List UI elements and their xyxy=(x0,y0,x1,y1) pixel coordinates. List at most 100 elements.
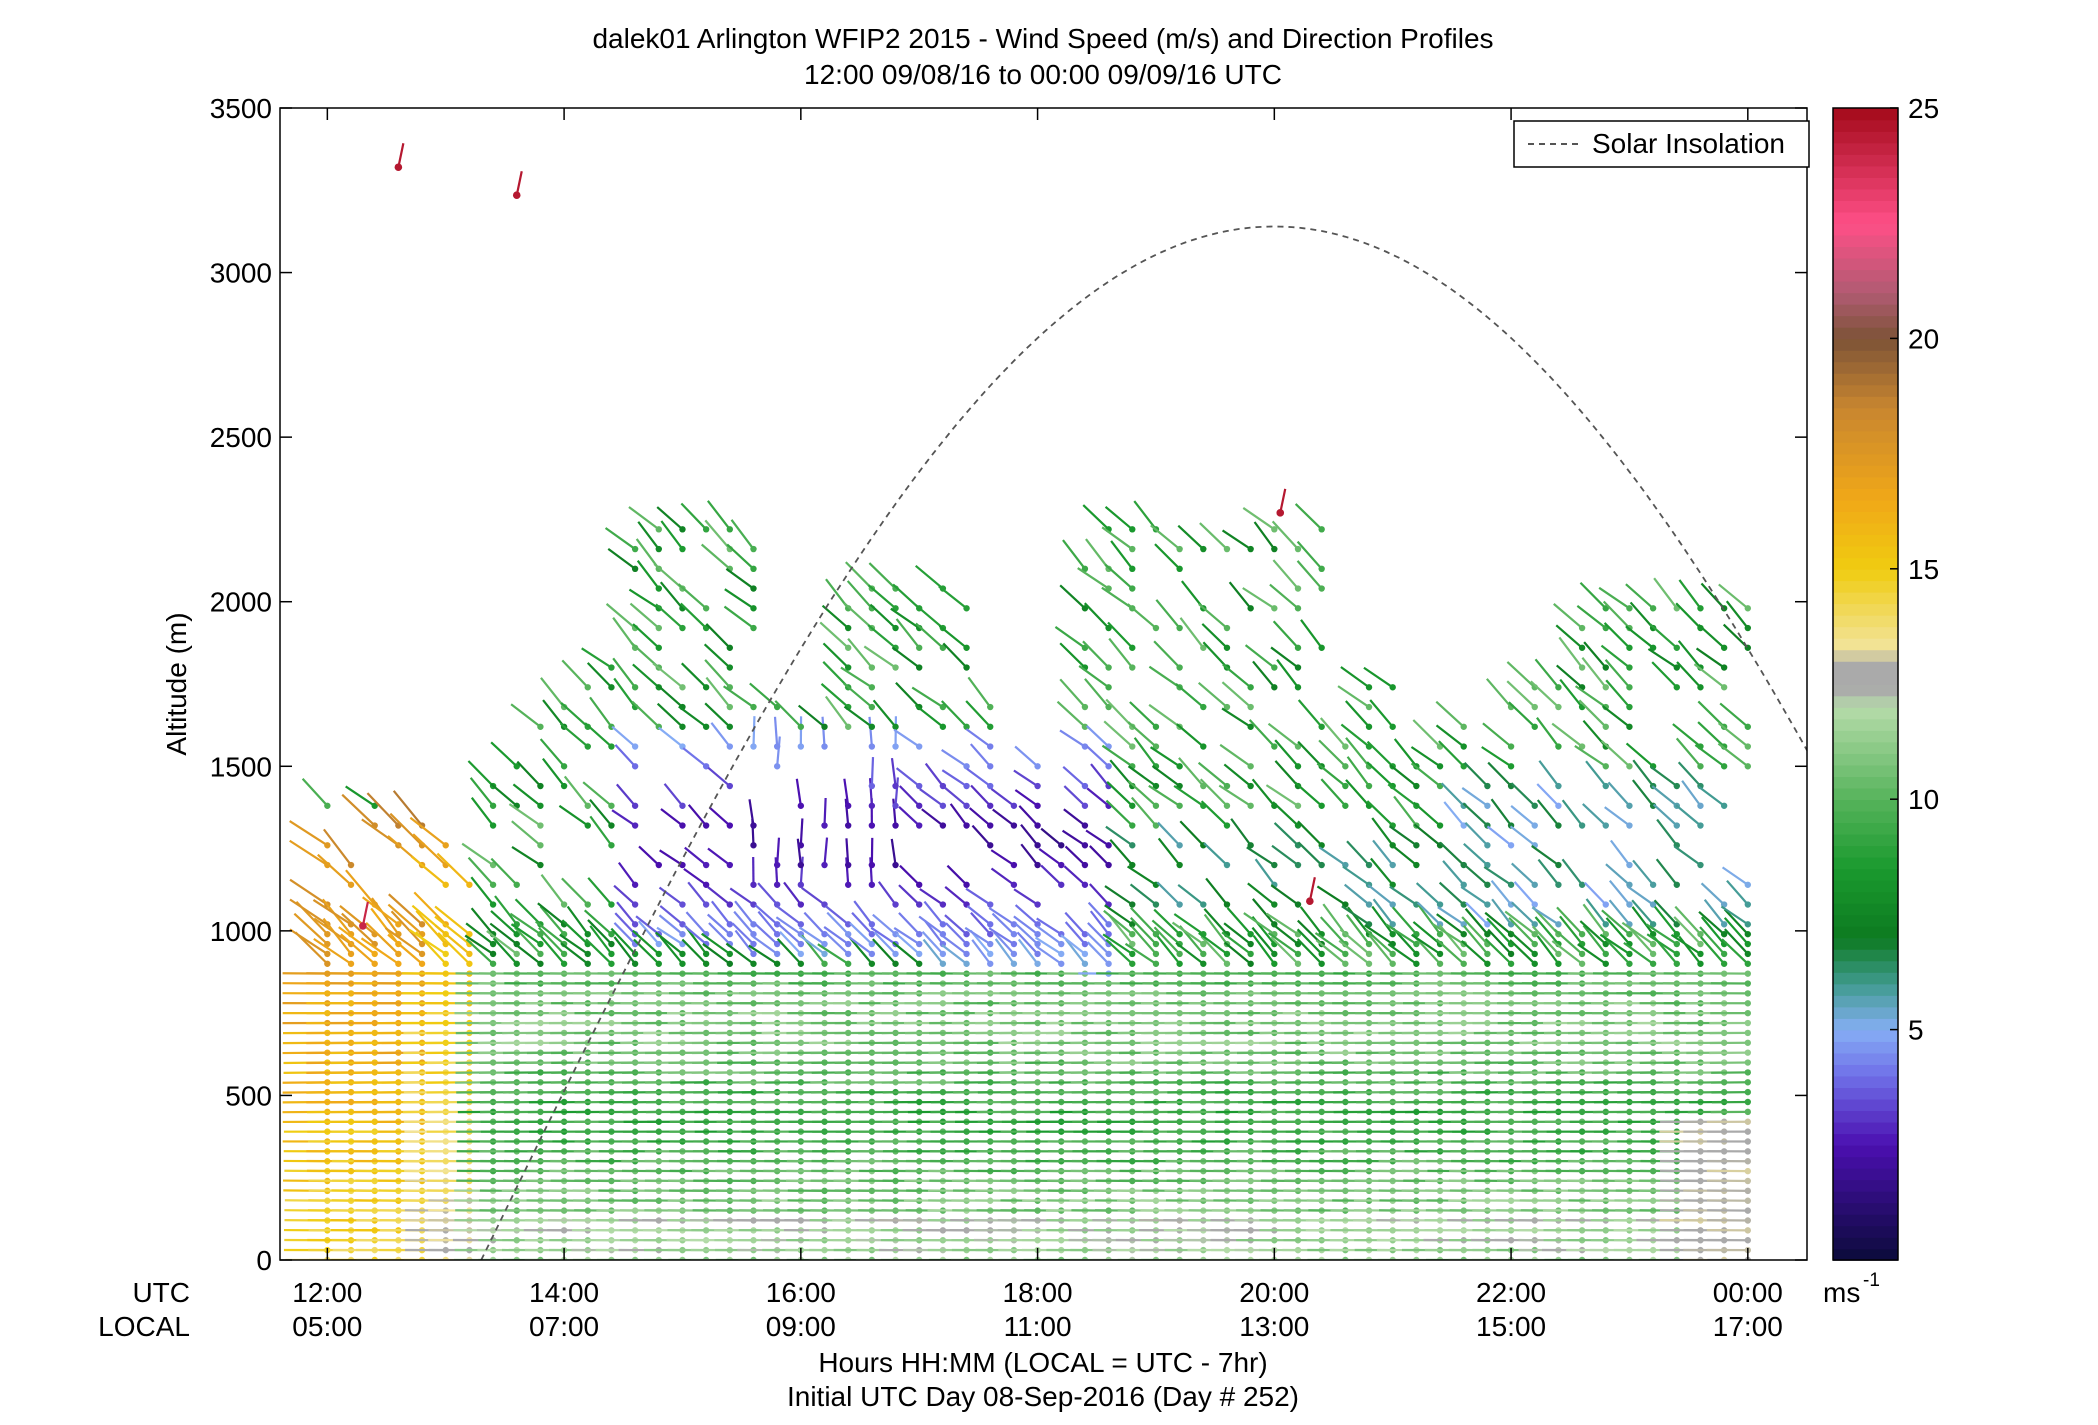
wind-barb xyxy=(799,856,804,885)
wind-barb xyxy=(1601,909,1631,935)
wind-barb-dot xyxy=(1555,960,1562,967)
wind-barb-dot xyxy=(655,545,662,553)
wind-barb xyxy=(410,855,447,886)
wind-barb xyxy=(539,905,565,935)
wind-barb-dot xyxy=(489,960,497,967)
wind-barb xyxy=(659,936,684,965)
wind-barb-dot xyxy=(916,901,923,908)
wind-barb-dot xyxy=(1247,842,1254,849)
wind-barb xyxy=(1218,784,1252,807)
wind-barb-dot xyxy=(1413,960,1420,967)
wind-barb xyxy=(360,937,399,965)
wind-barb xyxy=(1203,842,1228,866)
wind-barb xyxy=(1127,603,1157,629)
wind-barb xyxy=(1582,903,1607,935)
wind-barb-dot xyxy=(560,782,568,790)
wind-barb-dot xyxy=(750,960,757,967)
wind-barb-dot xyxy=(1507,763,1515,770)
wind-barb-dot xyxy=(1626,802,1633,809)
wind-barb-dot xyxy=(489,822,497,829)
wind-barb xyxy=(1555,624,1583,649)
wind-barb xyxy=(944,786,968,807)
wind-barb-dot xyxy=(1342,743,1349,750)
wind-barb-dot xyxy=(1034,861,1041,869)
wind-barb xyxy=(1656,818,1678,846)
wind-barb-dot xyxy=(1223,802,1231,809)
wind-barb xyxy=(1481,746,1512,768)
wind-barb-dot xyxy=(1129,565,1136,572)
wind-barb-dot xyxy=(1200,950,1207,958)
wind-barb-dot xyxy=(939,901,947,908)
wind-barb xyxy=(710,900,731,925)
wind-barb xyxy=(345,869,376,906)
wind-barb xyxy=(1222,663,1252,689)
wind-barb xyxy=(1228,581,1252,609)
wind-barb-dot xyxy=(844,861,852,869)
wind-barb xyxy=(964,926,991,945)
wind-barb xyxy=(1509,939,1536,965)
wind-barb xyxy=(968,807,991,827)
wind-barb xyxy=(898,805,920,827)
wind-barb-dot xyxy=(1247,950,1254,958)
wind-barb-dot xyxy=(608,664,615,671)
wind-barb-dot xyxy=(1105,842,1112,849)
wind-barb-dot xyxy=(1200,703,1207,711)
wind-barb-dot xyxy=(584,802,591,809)
wind-barb xyxy=(1127,780,1157,807)
wind-barb xyxy=(971,824,992,847)
wind-barb-dot xyxy=(513,950,520,958)
wind-barb xyxy=(1251,778,1276,807)
wind-barb xyxy=(1460,940,1489,965)
wind-barb xyxy=(1153,926,1181,955)
wind-barb xyxy=(941,748,968,768)
wind-barb xyxy=(1101,744,1133,768)
wind-barb-dot xyxy=(1507,960,1515,967)
wind-barb xyxy=(1443,801,1465,827)
wind-barb xyxy=(365,922,400,955)
wind-barb-dot xyxy=(1365,703,1373,711)
wind-barb-dot xyxy=(1129,585,1136,592)
wind-barb-dot xyxy=(987,763,994,770)
wind-barb-dot xyxy=(1176,664,1183,671)
wind-barb-dot xyxy=(1531,960,1538,967)
wind-barb xyxy=(819,621,849,649)
wind-barb xyxy=(944,914,968,935)
wind-barb xyxy=(775,916,802,936)
wind-barb-dot xyxy=(537,842,544,849)
wind-barb xyxy=(389,812,423,847)
wind-barb-dot xyxy=(1460,960,1467,967)
wind-barb-dot xyxy=(1129,526,1136,533)
wind-barb-dot xyxy=(418,921,426,928)
wind-barb-dot xyxy=(1318,585,1325,592)
wind-barb xyxy=(1064,921,1086,945)
wind-barb xyxy=(1366,740,1394,768)
wind-barb xyxy=(1413,801,1441,827)
wind-barb-dot xyxy=(631,743,639,750)
wind-barb xyxy=(991,912,1015,935)
wind-barb-dot xyxy=(489,802,497,809)
wind-barb xyxy=(1487,761,1512,787)
wind-barb xyxy=(1363,666,1394,689)
wind-barb-dot xyxy=(324,802,331,809)
wind-barb-dot xyxy=(1176,802,1183,809)
wind-barb xyxy=(1603,937,1631,965)
wind-barb-dot xyxy=(1484,950,1491,958)
wind-barb xyxy=(1130,925,1157,955)
wind-barb xyxy=(370,907,400,945)
wind-barb xyxy=(1104,563,1134,590)
wind-barb xyxy=(1157,821,1181,847)
wind-barb-dot xyxy=(1176,901,1183,908)
wind-barb-dot xyxy=(1342,763,1349,770)
wind-barb xyxy=(1462,802,1489,827)
wind-barb xyxy=(1102,933,1133,955)
wind-barb xyxy=(1063,865,1086,886)
wind-barb xyxy=(1106,781,1134,807)
wind-barb-dot xyxy=(1484,802,1491,809)
wind-barb xyxy=(681,938,707,965)
wind-barb xyxy=(1101,526,1133,550)
wind-barb xyxy=(870,926,897,945)
wind-barb xyxy=(1436,913,1465,936)
wind-barb-dot xyxy=(1555,921,1562,928)
wind-barb-dot xyxy=(631,901,639,908)
wind-barb-dot xyxy=(1271,684,1278,691)
